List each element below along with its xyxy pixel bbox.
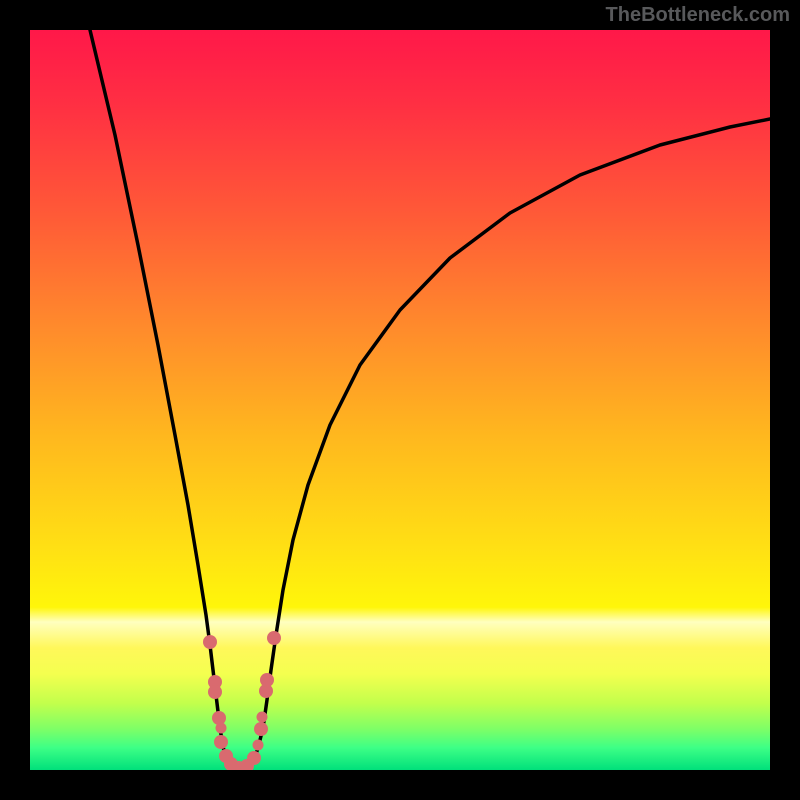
watermark-text: TheBottleneck.com [606,4,790,27]
scatter-dots [203,631,281,770]
chart-svg [30,30,770,770]
plot-area [30,30,770,770]
curve-left [90,30,240,769]
data-point [253,740,264,751]
chart-frame: TheBottleneck.com [0,0,800,800]
data-point [203,635,217,649]
data-point [257,712,268,723]
data-point [254,722,268,736]
data-point [260,673,274,687]
data-point [208,685,222,699]
data-point [214,735,228,749]
data-point [216,723,227,734]
curve-right [240,119,770,769]
data-point [267,631,281,645]
data-point [247,751,261,765]
